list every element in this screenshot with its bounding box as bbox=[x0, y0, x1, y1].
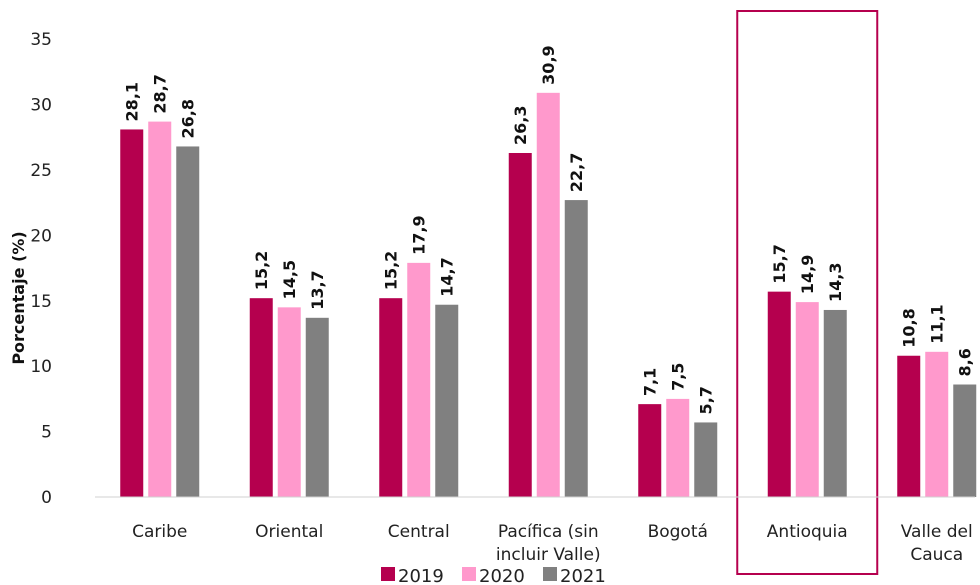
y-axis-ticks: 0 5 10 15 20 25 30 35 bbox=[30, 30, 52, 508]
bar-2021 bbox=[176, 146, 200, 497]
data-label: 17,9 bbox=[410, 215, 429, 254]
data-label: 14,7 bbox=[438, 257, 457, 296]
x-axis-categories: Caribe Oriental Central Pacífica (sin inclui… bbox=[132, 522, 973, 565]
bar-2020 bbox=[795, 302, 819, 497]
y-tick-label: 25 bbox=[30, 161, 52, 181]
legend-label: 2021 bbox=[560, 566, 606, 585]
data-label: 22,7 bbox=[567, 153, 586, 192]
y-tick-label: 30 bbox=[30, 96, 52, 116]
data-label: 14,3 bbox=[826, 262, 845, 301]
data-label: 10,8 bbox=[900, 308, 919, 347]
legend-swatch-2019 bbox=[381, 567, 395, 581]
highlight-box bbox=[736, 10, 879, 575]
y-tick-label: 10 bbox=[30, 357, 52, 377]
category-label: Oriental bbox=[255, 522, 323, 542]
data-label: 26,8 bbox=[179, 99, 198, 138]
y-tick-label: 20 bbox=[30, 226, 52, 246]
category-label: incluir Valle) bbox=[496, 545, 601, 565]
bar-2021 bbox=[305, 317, 329, 497]
y-tick-label: 35 bbox=[30, 30, 52, 50]
bar-2019 bbox=[508, 152, 532, 497]
data-label: 15,2 bbox=[382, 251, 401, 290]
bar-2020 bbox=[277, 307, 301, 497]
legend: 2019 2020 2021 bbox=[381, 566, 606, 585]
data-label: 15,2 bbox=[252, 251, 271, 290]
data-label: 15,7 bbox=[770, 244, 789, 283]
category-label: Antioquia bbox=[767, 522, 848, 542]
data-label: 26,3 bbox=[511, 106, 530, 145]
bar-2021 bbox=[435, 304, 459, 497]
data-label: 28,7 bbox=[151, 74, 170, 113]
y-tick-label: 0 bbox=[41, 488, 52, 508]
bar-2021 bbox=[823, 309, 847, 497]
category-label: Caribe bbox=[132, 522, 187, 542]
data-labels: 28,1 28,7 26,8 15,2 14,5 13,7 15,2 17,9 14,7 26,3… bbox=[123, 45, 975, 414]
data-label: 28,1 bbox=[123, 82, 142, 121]
bar-2019 bbox=[249, 298, 273, 497]
bar-2020 bbox=[925, 351, 949, 497]
category-label: Bogotá bbox=[648, 522, 708, 542]
highlight-layer bbox=[736, 10, 879, 575]
data-label: 8,6 bbox=[956, 348, 975, 376]
bar-2019 bbox=[767, 291, 791, 497]
legend-label: 2020 bbox=[479, 566, 525, 585]
bar-2021 bbox=[694, 422, 718, 497]
category-label: Valle del bbox=[901, 522, 973, 542]
bar-2019 bbox=[638, 404, 662, 497]
bar-2019 bbox=[897, 355, 921, 497]
bar-2021 bbox=[564, 200, 588, 498]
y-axis-label: Porcentaje (%) bbox=[9, 231, 28, 364]
y-tick-label: 5 bbox=[41, 423, 52, 443]
category-label: Cauca bbox=[910, 545, 963, 565]
data-label: 13,7 bbox=[308, 270, 327, 309]
data-label: 11,1 bbox=[928, 304, 947, 343]
bar-2021 bbox=[953, 384, 977, 497]
legend-swatch-2021 bbox=[543, 567, 557, 581]
data-label: 7,5 bbox=[669, 363, 688, 391]
data-label: 14,5 bbox=[280, 260, 299, 299]
bar-2020 bbox=[148, 121, 172, 497]
data-label: 14,9 bbox=[798, 255, 817, 294]
bar-2020 bbox=[536, 92, 560, 497]
category-label: Central bbox=[388, 522, 450, 542]
data-label: 5,7 bbox=[697, 386, 716, 414]
data-label: 30,9 bbox=[539, 45, 558, 84]
y-tick-label: 15 bbox=[30, 292, 52, 312]
bars bbox=[120, 92, 977, 498]
legend-label: 2019 bbox=[398, 566, 444, 585]
bar-2020 bbox=[407, 262, 431, 497]
data-label: 7,1 bbox=[641, 368, 660, 396]
legend-swatch-2020 bbox=[462, 567, 476, 581]
bar-2019 bbox=[379, 298, 403, 497]
bar-2019 bbox=[120, 129, 144, 497]
bar-2020 bbox=[666, 398, 690, 497]
category-label: Pacífica (sin bbox=[498, 522, 599, 542]
